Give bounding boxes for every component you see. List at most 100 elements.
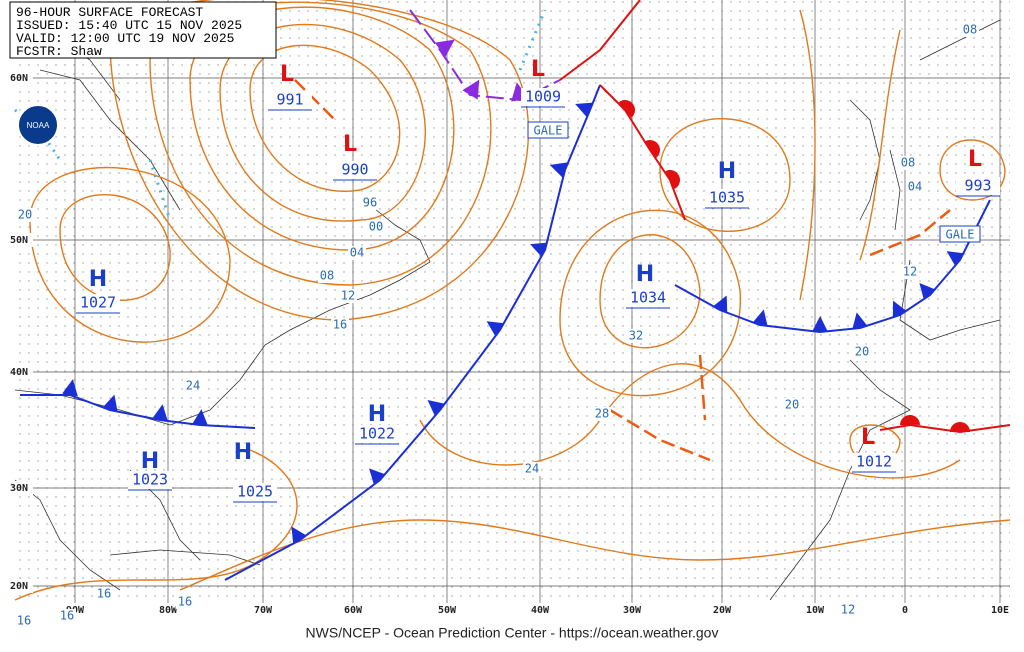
latitude-label: 30N: [10, 483, 28, 494]
label-bg: [433, 603, 461, 617]
center-symbol: L: [531, 57, 545, 82]
logo: NOAA: [17, 104, 59, 146]
label-bg: [521, 88, 565, 106]
label-bg: [348, 246, 366, 260]
isobar-label: 32: [629, 329, 643, 343]
label-bg: [618, 603, 646, 617]
isobar-label: 16: [333, 318, 347, 332]
center-pressure: 1025: [237, 483, 273, 501]
header-box: 96-HOUR SURFACE FORECAST ISSUED: 15:40 U…: [9, 1, 277, 59]
label-bg: [783, 398, 801, 412]
longitude-label: 60W: [344, 605, 363, 616]
center-symbol: H: [368, 402, 386, 427]
longitude-label: 0: [902, 605, 908, 616]
footer: NWS/NCEP - Ocean Prediction Center - htt…: [306, 625, 719, 641]
isobar-label: 28: [595, 407, 609, 421]
center-symbol: L: [861, 425, 875, 450]
longitude-label: 80W: [159, 605, 178, 616]
label-bg: [5, 365, 33, 379]
label-bg: [333, 161, 377, 179]
center-pressure: 1009: [525, 88, 561, 106]
header-line: ISSUED: 15:40 UTC 15 NOV 2025: [16, 18, 242, 33]
logo-text: NOAA: [27, 121, 50, 130]
center-symbol: L: [343, 132, 357, 157]
label-bg: [708, 603, 736, 617]
label-bg: [58, 609, 76, 623]
label-bg: [526, 603, 554, 617]
warning-box: [527, 121, 569, 139]
longitude-label: 10W: [806, 605, 825, 616]
warning-box: [939, 225, 981, 243]
center-pressure: 993: [964, 177, 991, 195]
isobar-label: 08: [963, 23, 977, 37]
latitude-label: 20N: [10, 581, 28, 592]
label-bg: [5, 481, 33, 495]
center-symbol: H: [141, 449, 159, 474]
label-bg: [899, 156, 917, 170]
center-pressure: 1012: [856, 453, 892, 471]
label-bg: [891, 603, 919, 617]
label-bg: [355, 425, 399, 443]
isobar-label: 16: [97, 587, 111, 601]
latitude-label: 50N: [10, 235, 28, 246]
label-bg: [233, 483, 277, 501]
isobar-label: 12: [903, 265, 917, 279]
center-symbol: H: [234, 440, 252, 465]
isobar-label: 12: [341, 289, 355, 303]
center-pressure: 990: [341, 161, 368, 179]
warning-label: GALE: [946, 228, 975, 242]
label-bg: [154, 603, 182, 617]
label-bg: [5, 233, 33, 247]
longitude-label: 50W: [438, 605, 457, 616]
label-bg: [15, 614, 33, 628]
isobar-label: 04: [908, 180, 922, 194]
label-bg: [361, 196, 379, 210]
isobar-label: 24: [525, 462, 539, 476]
label-bg: [626, 289, 670, 307]
longitude-label: 10E: [991, 605, 1009, 616]
logo-circle: [17, 104, 59, 146]
isobar-label: 24: [186, 379, 200, 393]
isobar-label: 20: [18, 208, 32, 222]
label-bg: [128, 471, 172, 489]
center-pressure: 1023: [132, 471, 168, 489]
label-bg: [176, 595, 194, 609]
isobar-label: 16: [17, 614, 31, 628]
label-bg: [367, 220, 385, 234]
label-bg: [839, 603, 857, 617]
label-bg: [5, 579, 33, 593]
label-bg: [95, 587, 113, 601]
longitude-label: 20W: [713, 605, 732, 616]
isobar-label: 96: [363, 196, 377, 210]
center-symbol: L: [280, 62, 294, 87]
footer-band: [0, 620, 1024, 652]
center-symbol: H: [89, 267, 107, 292]
label-bg: [76, 294, 120, 312]
label-bg: [901, 265, 919, 279]
longitude-label: 70W: [254, 605, 273, 616]
center-symbol: H: [636, 262, 654, 287]
center-symbol: H: [718, 159, 736, 184]
label-bg: [339, 289, 357, 303]
center-pressure: 1022: [359, 425, 395, 443]
label-bg: [5, 71, 33, 85]
label-bg: [184, 379, 202, 393]
label-bg: [852, 453, 896, 471]
isobar-label: 20: [855, 345, 869, 359]
isobar-label: 00: [369, 220, 383, 234]
center-pressure: 1027: [80, 294, 116, 312]
isobar-label: 08: [901, 156, 915, 170]
label-bg: [627, 329, 645, 343]
isobar-label: 12: [841, 603, 855, 617]
latitude-label: 40N: [10, 367, 28, 378]
label-bg: [593, 407, 611, 421]
center-pressure: 1035: [709, 189, 745, 207]
center-symbol: L: [968, 147, 982, 172]
label-bg: [956, 177, 1000, 195]
isobar-label: 16: [178, 595, 192, 609]
label-bg: [705, 189, 749, 207]
label-bg: [523, 462, 541, 476]
label-bg: [986, 603, 1014, 617]
header-frame: [9, 1, 277, 59]
